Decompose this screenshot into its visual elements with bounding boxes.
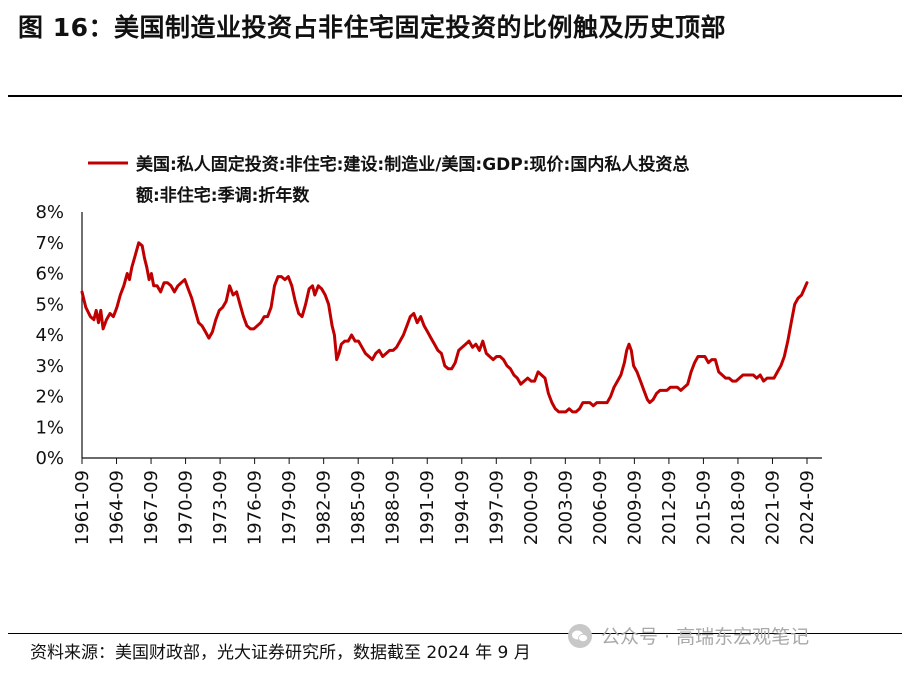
watermark-text: 公众号 · 高瑞东宏观笔记 bbox=[601, 626, 810, 648]
source-note: 资料来源：美国财政部，光大证券研究所，数据截至 2024 年 9 月 bbox=[30, 643, 531, 663]
x-tick-label: 1982-09 bbox=[314, 470, 335, 545]
x-tick-label: 1979-09 bbox=[279, 470, 300, 545]
x-tick-label: 2006-09 bbox=[590, 470, 611, 545]
x-tick-label: 1964-09 bbox=[107, 470, 128, 545]
x-tick-label: 2015-09 bbox=[693, 470, 714, 545]
x-tick-label: 2021-09 bbox=[762, 470, 783, 545]
x-tick-label: 2012-09 bbox=[659, 470, 680, 545]
legend-label-line-1: 美国:私人固定投资:非住宅:建设:制造业/美国:GDP:现价:国内私人投资总 bbox=[136, 154, 689, 175]
y-axis-ticks: 0% 1% 2% 3% 4% 5% 6% 7% 8% bbox=[35, 202, 64, 469]
y-tick-label: 7% bbox=[35, 233, 64, 254]
footer-divider bbox=[8, 633, 902, 634]
wechat-icon bbox=[568, 623, 592, 648]
x-tick-label: 1985-09 bbox=[348, 470, 369, 545]
x-tick-label: 2009-09 bbox=[624, 470, 645, 545]
x-tick-label: 1967-09 bbox=[141, 470, 162, 545]
watermark: 公众号 · 高瑞东宏观笔记 bbox=[567, 622, 809, 649]
x-tick-label: 1976-09 bbox=[245, 470, 266, 545]
line-chart: 美国:私人固定投资:非住宅:建设:制造业/美国:GDP:现价:国内私人投资总 额… bbox=[35, 154, 822, 545]
x-tick-label: 1988-09 bbox=[383, 470, 404, 545]
series-line bbox=[80, 241, 809, 414]
y-tick-label: 3% bbox=[35, 356, 64, 377]
legend: 美国:私人固定投资:非住宅:建设:制造业/美国:GDP:现价:国内私人投资总 额… bbox=[88, 154, 689, 206]
y-tick-label: 6% bbox=[35, 264, 64, 285]
y-tick-label: 4% bbox=[35, 325, 64, 346]
x-tick-label: 1973-09 bbox=[210, 470, 231, 545]
y-tick-label: 5% bbox=[35, 294, 64, 315]
x-tick-label: 1970-09 bbox=[176, 470, 197, 545]
figure-title: 图 16：美国制造业投资占非住宅固定投资的比例触及历史顶部 bbox=[18, 13, 726, 42]
x-tick-label: 2018-09 bbox=[728, 470, 749, 545]
x-tick-label: 1961-09 bbox=[72, 470, 93, 545]
x-tick-label: 1991-09 bbox=[417, 470, 438, 545]
x-tick-label: 2000-09 bbox=[521, 470, 542, 545]
x-tick-label: 2024-09 bbox=[797, 470, 818, 545]
y-tick-label: 1% bbox=[35, 417, 64, 438]
y-tick-label: 2% bbox=[35, 387, 64, 408]
title-divider bbox=[8, 95, 902, 97]
y-tick-label: 8% bbox=[35, 202, 64, 223]
x-tick-label: 1994-09 bbox=[452, 470, 473, 545]
legend-label-line-2: 额:非住宅:季调:折年数 bbox=[136, 185, 310, 206]
x-tick-label: 1997-09 bbox=[486, 470, 507, 545]
x-axis-ticks: 1961-09 1964-09 1967-09 1970-09 1973-09 1976-… bbox=[72, 458, 818, 545]
y-tick-label: 0% bbox=[35, 448, 64, 469]
x-tick-label: 2003-09 bbox=[555, 470, 576, 545]
